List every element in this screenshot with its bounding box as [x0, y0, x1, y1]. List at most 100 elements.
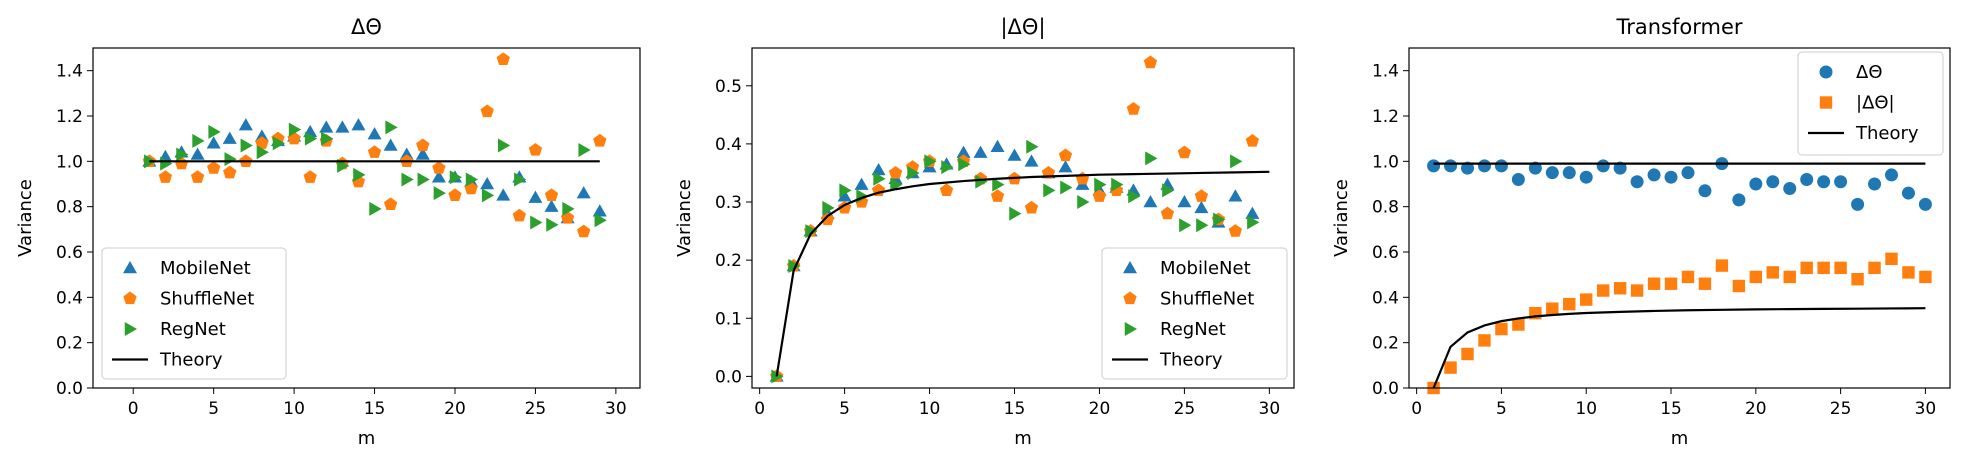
data-point: [1245, 206, 1260, 219]
theory-line: [775, 170, 1270, 377]
data-point: [465, 172, 479, 187]
data-point: [415, 147, 430, 160]
data-point: [1901, 186, 1915, 200]
data-point: [992, 177, 1005, 192]
x-tick-label: 15: [1660, 399, 1682, 419]
data-point: [1647, 168, 1661, 182]
y-tick-label: 0.2: [56, 334, 83, 354]
data-point: [255, 136, 269, 149]
data-point: [1851, 197, 1865, 211]
x-tick-label: 15: [364, 399, 386, 419]
data-point: [1126, 102, 1141, 115]
data-point: [1817, 175, 1831, 189]
data-point: [1885, 252, 1898, 265]
data-point: [1477, 159, 1491, 173]
data-point: [1143, 55, 1158, 69]
data-point: [1511, 172, 1525, 186]
data-point: [160, 156, 173, 171]
data-point: [401, 172, 414, 187]
data-point: [1596, 284, 1610, 297]
legend-marker: [1123, 291, 1137, 305]
data-point: [238, 118, 253, 131]
data-point: [1043, 183, 1056, 198]
data-point: [788, 258, 801, 273]
data-point: [224, 152, 237, 167]
data-point: [530, 215, 543, 230]
data-point: [1579, 170, 1593, 184]
legend-label: RegNet: [1160, 319, 1226, 340]
data-point: [1179, 218, 1192, 233]
x-axis-label: m: [1014, 428, 1032, 449]
data-point: [577, 224, 591, 238]
y-tick-label: 1.4: [56, 62, 83, 82]
data-point: [1800, 172, 1814, 186]
data-point: [1630, 284, 1644, 297]
data-point: [1884, 168, 1898, 182]
data-point: [1512, 318, 1525, 331]
data-point: [1177, 195, 1192, 208]
legend-label: |ΔΘ|: [1856, 93, 1895, 114]
data-point: [871, 163, 886, 176]
legend-marker: [1819, 65, 1833, 79]
data-point: [1664, 170, 1678, 184]
data-point: [1427, 159, 1441, 173]
data-point: [1868, 261, 1881, 275]
data-point: [1075, 171, 1090, 185]
series-regnet: [771, 139, 1260, 384]
data-point: [1596, 159, 1610, 173]
data-point: [1834, 175, 1848, 189]
series--: [1427, 252, 1932, 395]
data-point: [576, 186, 591, 199]
y-axis-label: Variance: [674, 179, 695, 257]
data-point: [353, 167, 366, 182]
data-point: [822, 200, 835, 215]
legend-label: ShuffleNet: [1160, 289, 1254, 310]
x-tick-label: 30: [605, 399, 627, 419]
data-point: [528, 190, 543, 203]
data-point: [837, 189, 852, 202]
data-point: [321, 131, 334, 146]
x-tick-label: 25: [1830, 399, 1852, 419]
data-point: [1630, 175, 1644, 189]
x-tick-label: 20: [1089, 399, 1111, 419]
data-point: [1918, 197, 1932, 211]
data-point: [1613, 282, 1627, 295]
data-point: [433, 186, 446, 201]
data-point: [592, 204, 607, 217]
data-point: [449, 170, 462, 185]
y-tick-label: 0.0: [715, 367, 742, 387]
data-point: [990, 189, 1005, 202]
data-point: [385, 120, 398, 135]
x-tick-label: 20: [1745, 399, 1767, 419]
data-point: [1800, 261, 1813, 275]
series-shufflenet: [142, 52, 607, 238]
data-point: [544, 188, 559, 201]
data-point: [383, 138, 398, 151]
data-point: [1024, 154, 1039, 167]
plot-frame: [1408, 47, 1951, 389]
y-tick-label: 1.0: [56, 152, 83, 172]
y-tick-label: 0.5: [715, 77, 742, 97]
data-point: [1834, 261, 1847, 275]
data-point: [208, 124, 221, 139]
data-point: [1058, 148, 1073, 162]
data-point: [480, 177, 495, 190]
x-axis-label: m: [1671, 428, 1689, 449]
data-point: [448, 188, 462, 201]
x-tick-label: 10: [1575, 399, 1597, 419]
legend-label: RegNet: [160, 319, 226, 340]
data-point: [975, 174, 988, 189]
data-point: [496, 52, 510, 65]
data-point: [417, 172, 430, 187]
data-point: [1060, 180, 1073, 195]
data-point: [1162, 183, 1175, 198]
y-tick-label: 0.1: [715, 309, 742, 329]
legend-marker: [1819, 96, 1833, 109]
legend-label: ShuffleNet: [160, 289, 254, 310]
data-point: [1681, 270, 1695, 284]
data-point: [888, 165, 903, 179]
data-point: [190, 170, 205, 183]
legend-label: Theory: [159, 350, 223, 371]
data-point: [1228, 189, 1243, 202]
data-point: [1230, 154, 1243, 169]
